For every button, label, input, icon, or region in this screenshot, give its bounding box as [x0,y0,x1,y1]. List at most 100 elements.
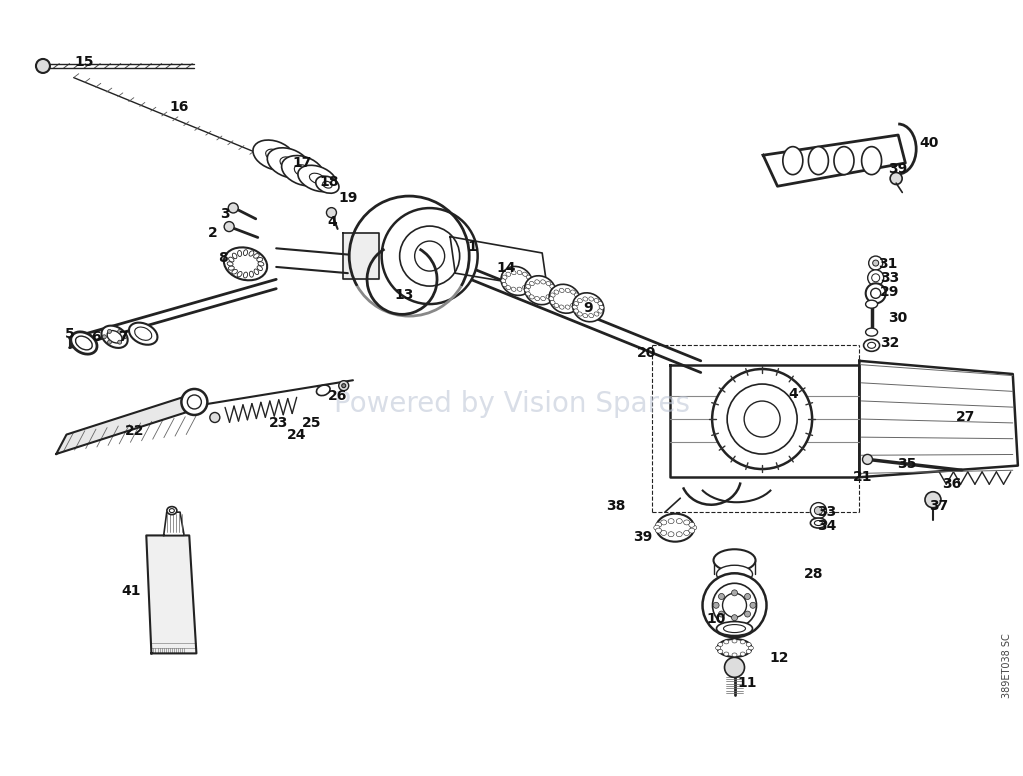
Circle shape [228,203,238,213]
Ellipse shape [135,327,151,341]
Circle shape [712,584,757,627]
Ellipse shape [253,140,296,171]
Ellipse shape [656,528,662,533]
Circle shape [414,241,445,271]
Ellipse shape [129,323,158,345]
Circle shape [925,492,941,508]
Ellipse shape [688,528,695,533]
Ellipse shape [574,309,579,313]
Circle shape [123,334,127,339]
Ellipse shape [741,640,745,644]
Ellipse shape [834,147,854,175]
Circle shape [862,455,873,464]
Ellipse shape [589,314,593,317]
Ellipse shape [170,508,174,513]
Ellipse shape [243,272,248,278]
Ellipse shape [266,149,282,161]
Circle shape [724,657,745,677]
Ellipse shape [167,507,177,514]
Ellipse shape [309,173,325,184]
Ellipse shape [574,293,579,297]
Ellipse shape [228,257,234,262]
Circle shape [342,383,346,388]
Ellipse shape [526,282,531,287]
Text: 3: 3 [220,207,230,221]
Ellipse shape [526,292,531,296]
Ellipse shape [573,293,604,322]
Ellipse shape [861,147,882,175]
Ellipse shape [661,520,667,525]
Ellipse shape [501,266,532,296]
Text: 39: 39 [633,530,652,544]
Text: 34: 34 [817,519,836,533]
Ellipse shape [863,339,880,352]
Ellipse shape [656,514,695,542]
Ellipse shape [723,625,746,632]
Text: 33: 33 [881,271,899,285]
Ellipse shape [574,300,579,305]
Ellipse shape [549,284,580,314]
Ellipse shape [578,299,582,303]
Text: 9: 9 [583,301,593,315]
Text: 22: 22 [125,424,145,438]
Text: 35: 35 [897,457,916,471]
Ellipse shape [654,525,660,530]
Circle shape [872,274,880,282]
Ellipse shape [656,522,662,527]
Ellipse shape [257,258,263,262]
Circle shape [718,611,724,617]
Text: 29: 29 [881,285,899,299]
Polygon shape [763,135,905,186]
Ellipse shape [232,253,237,258]
Ellipse shape [716,565,753,584]
Ellipse shape [316,176,339,193]
Ellipse shape [549,292,554,296]
Polygon shape [859,361,1018,477]
Circle shape [703,573,766,637]
Ellipse shape [571,303,575,307]
Text: 24: 24 [286,428,307,442]
Ellipse shape [865,328,878,336]
Ellipse shape [573,305,577,310]
Ellipse shape [322,182,332,188]
Ellipse shape [506,286,510,289]
Ellipse shape [295,165,311,177]
Ellipse shape [549,284,554,289]
Ellipse shape [228,266,234,270]
Ellipse shape [571,290,575,294]
Circle shape [382,208,478,304]
Ellipse shape [249,251,254,256]
Ellipse shape [594,312,598,316]
Polygon shape [56,392,199,454]
Ellipse shape [566,305,570,309]
Ellipse shape [554,303,559,307]
Ellipse shape [688,522,695,527]
Ellipse shape [732,639,737,643]
Circle shape [745,594,751,600]
Text: 15: 15 [74,55,94,69]
Ellipse shape [280,157,297,169]
Text: 20: 20 [637,346,656,360]
Text: 40: 40 [920,136,938,150]
Circle shape [865,283,886,303]
Ellipse shape [868,342,876,348]
Ellipse shape [549,296,553,301]
Circle shape [224,222,234,231]
Ellipse shape [713,549,756,571]
Ellipse shape [281,155,324,186]
Circle shape [712,369,812,469]
Ellipse shape [597,309,603,314]
Circle shape [869,256,883,270]
Circle shape [339,381,349,390]
Text: 27: 27 [957,411,975,424]
Text: 14: 14 [496,261,517,275]
Ellipse shape [101,326,128,348]
Ellipse shape [254,269,259,275]
Circle shape [118,340,122,345]
Ellipse shape [525,275,555,305]
Text: 5: 5 [64,327,75,341]
Ellipse shape [746,650,751,653]
Ellipse shape [724,640,728,644]
Ellipse shape [589,297,593,301]
Ellipse shape [76,336,92,350]
